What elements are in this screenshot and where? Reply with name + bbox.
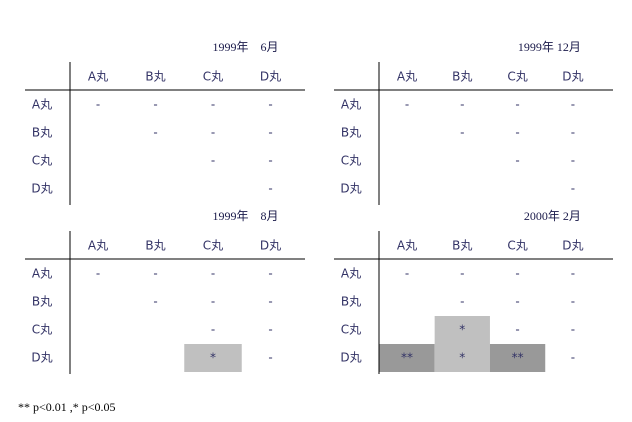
- column-header: D丸: [562, 70, 583, 84]
- table-title: 1999年 8月: [212, 209, 278, 223]
- row-label: A丸: [341, 267, 361, 281]
- column-header: C丸: [203, 70, 223, 84]
- column-header: A丸: [397, 239, 417, 253]
- cell: -: [571, 154, 575, 168]
- cell: -: [515, 323, 519, 337]
- cell: -: [268, 182, 272, 196]
- row-label: A丸: [341, 98, 361, 112]
- cell: -: [211, 126, 215, 140]
- cell: -: [211, 154, 215, 168]
- cell: -: [268, 351, 272, 365]
- cell: -: [268, 98, 272, 112]
- cell: *: [459, 323, 465, 337]
- column-header: D丸: [260, 70, 281, 84]
- column-header: A丸: [88, 70, 108, 84]
- row-label: D丸: [340, 182, 361, 196]
- cell: *: [210, 351, 216, 365]
- table-title: 1999年 12月: [518, 40, 581, 54]
- cell: -: [460, 98, 464, 112]
- row-label: B丸: [32, 126, 52, 140]
- column-header: A丸: [88, 239, 108, 253]
- cell: -: [515, 98, 519, 112]
- cell: -: [571, 267, 575, 281]
- cell: -: [96, 98, 100, 112]
- cell-shade: [434, 344, 490, 372]
- column-header: B丸: [452, 239, 472, 253]
- column-header: C丸: [507, 239, 527, 253]
- row-label: D丸: [340, 351, 361, 365]
- cell: -: [515, 267, 519, 281]
- table-title: 1999年 6月: [212, 40, 278, 54]
- column-header: C丸: [507, 70, 527, 84]
- cell: -: [515, 126, 519, 140]
- cell: -: [96, 267, 100, 281]
- column-header: A丸: [397, 70, 417, 84]
- cell: -: [571, 323, 575, 337]
- column-header: C丸: [203, 239, 223, 253]
- cell: -: [460, 267, 464, 281]
- cell: -: [460, 126, 464, 140]
- column-header: B丸: [145, 239, 165, 253]
- cell-shade: [379, 344, 435, 372]
- cell: -: [268, 295, 272, 309]
- cell: -: [571, 98, 575, 112]
- row-label: A丸: [32, 98, 52, 112]
- cell: -: [211, 267, 215, 281]
- cell: -: [571, 351, 575, 365]
- cell: **: [401, 351, 413, 365]
- cell: -: [268, 126, 272, 140]
- cell: -: [571, 182, 575, 196]
- cell: -: [153, 267, 157, 281]
- column-header: D丸: [562, 239, 583, 253]
- row-label: C丸: [341, 323, 361, 337]
- cell: -: [405, 267, 409, 281]
- cell: -: [460, 295, 464, 309]
- column-header: B丸: [145, 70, 165, 84]
- cell-shade: [489, 344, 546, 372]
- cell: -: [268, 154, 272, 168]
- column-header: D丸: [260, 239, 281, 253]
- cell: *: [459, 351, 465, 365]
- cell: -: [515, 295, 519, 309]
- row-label: A丸: [32, 267, 52, 281]
- row-label: D丸: [31, 182, 52, 196]
- cell: -: [405, 98, 409, 112]
- cell: -: [153, 98, 157, 112]
- table-title: 2000年 2月: [524, 209, 581, 223]
- cell-shade: [434, 316, 490, 344]
- cell: -: [211, 295, 215, 309]
- cell: -: [571, 295, 575, 309]
- cell: -: [153, 126, 157, 140]
- cell: -: [268, 267, 272, 281]
- row-label: B丸: [32, 295, 52, 309]
- row-label: C丸: [32, 323, 52, 337]
- cell-shade: [184, 344, 242, 372]
- cell: -: [571, 126, 575, 140]
- row-label: C丸: [341, 154, 361, 168]
- row-label: D丸: [31, 351, 52, 365]
- row-label: B丸: [341, 295, 361, 309]
- column-header: B丸: [452, 70, 472, 84]
- cell: -: [153, 295, 157, 309]
- cell: -: [211, 98, 215, 112]
- cell: -: [211, 323, 215, 337]
- row-label: B丸: [341, 126, 361, 140]
- cell: -: [515, 154, 519, 168]
- row-label: C丸: [32, 154, 52, 168]
- footnote: ** p<0.01 ,* p<0.05: [18, 400, 116, 414]
- cell: **: [512, 351, 524, 365]
- cell: -: [268, 323, 272, 337]
